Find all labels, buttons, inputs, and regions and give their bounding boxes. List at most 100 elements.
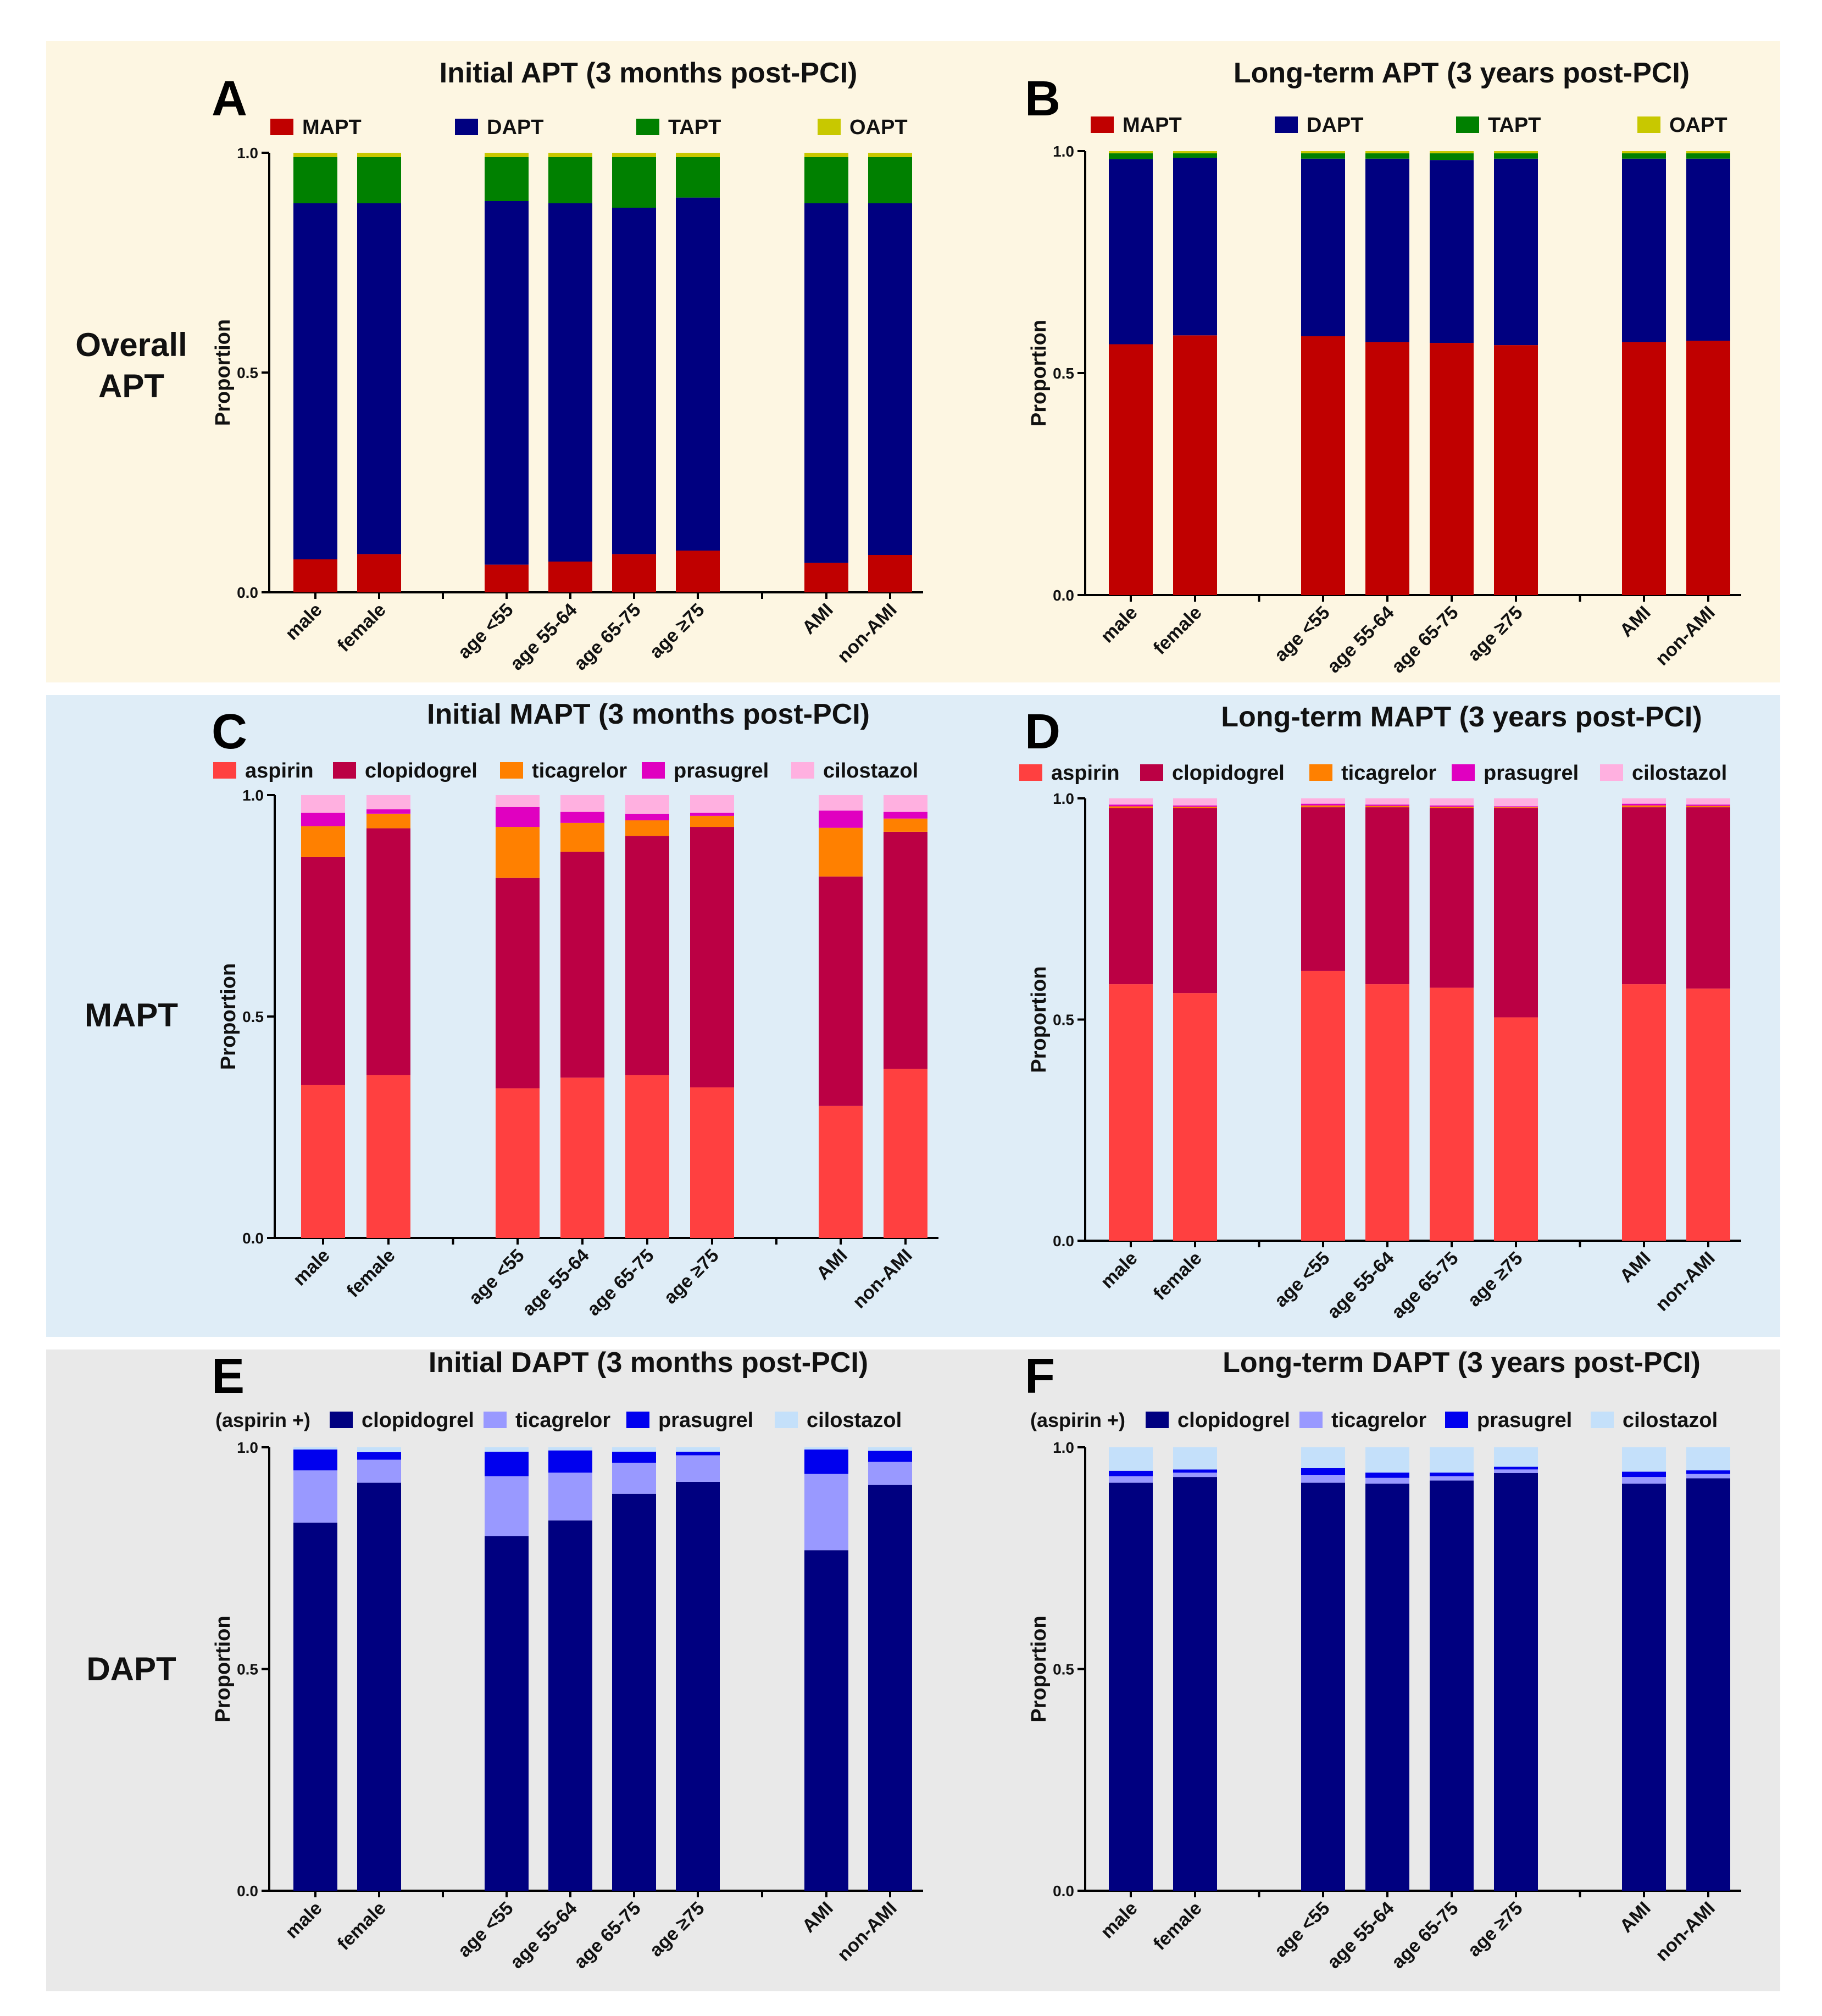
legend-swatch-prasugrel (1445, 1412, 1468, 1428)
x-category-label: age 65-75 (1387, 602, 1462, 677)
y-axis-label: Proportion (217, 963, 240, 1070)
y-tick-label: 0.5 (1053, 1661, 1074, 1678)
x-category-label: age ≥75 (1464, 1248, 1527, 1311)
bar-segment-dapt (1109, 159, 1153, 345)
bar-segment-prasugrel (1365, 804, 1409, 806)
legend-label-mapt: MAPT (1123, 114, 1182, 137)
bar-segment-oapt (804, 153, 848, 157)
bar-segment-cilostazol (357, 1447, 401, 1452)
bar-segment-mapt (357, 554, 401, 592)
bar-segment-mapt (612, 554, 656, 592)
bar-segment-clopidogrel (868, 1485, 912, 1891)
bar-segment-aspirin (1622, 984, 1666, 1241)
bar-segment-ticagrelor (612, 1463, 656, 1494)
bar-segment-oapt (1430, 151, 1474, 154)
bar-segment-mapt (1622, 342, 1666, 595)
bar-segment-clopidogrel (1173, 808, 1217, 993)
bar-segment-cilostazol (1430, 798, 1474, 806)
bar-segment-aspirin (496, 1088, 540, 1238)
x-category-label: male (289, 1245, 334, 1290)
y-tick-label: 0.0 (237, 584, 258, 601)
bar-segment-ticagrelor (496, 827, 540, 878)
x-category-label: female (1149, 1898, 1206, 1954)
bar-segment-aspirin (625, 1075, 669, 1238)
legend-swatch-ticagrelor (1299, 1412, 1323, 1428)
x-category-label: female (334, 1898, 390, 1954)
bar-segment-tapt (1365, 153, 1409, 159)
bar-segment-cilostazol (1430, 1447, 1474, 1473)
x-category-label: non-AMI (1652, 602, 1719, 670)
y-tick-label: 1.0 (1053, 790, 1074, 807)
chart-title: Initial APT (3 months post-PCI) (440, 57, 858, 89)
bar-segment-prasugrel (1109, 804, 1153, 807)
legend-label-dapt: DAPT (487, 116, 543, 139)
bar-segment-ticagrelor (1622, 805, 1666, 808)
bar-segment-tapt (1173, 153, 1217, 158)
bar-segment-dapt (1365, 158, 1409, 342)
bar-segment-prasugrel (1301, 803, 1345, 806)
x-category-label: age ≥75 (1464, 1898, 1527, 1961)
bar-segment-ticagrelor (1686, 806, 1730, 808)
bar-segment-oapt (1109, 151, 1153, 154)
legend-label-tapt: TAPT (1488, 114, 1541, 137)
x-category-label: female (343, 1245, 399, 1302)
bar-segment-ticagrelor (1173, 1472, 1217, 1478)
bar-segment-cilostazol (804, 1447, 848, 1450)
bar-segment-dapt (804, 203, 848, 563)
x-category-label: AMI (798, 1898, 837, 1937)
bar-segment-cilostazol (496, 795, 540, 807)
bar-segment-dapt (676, 197, 720, 551)
bar-segment-oapt (1686, 151, 1730, 154)
bar-segment-prasugrel (1622, 803, 1666, 806)
y-tick-label: 0.0 (1053, 587, 1074, 604)
bar-segment-prasugrel (485, 1452, 529, 1476)
x-category-label: AMI (798, 599, 837, 638)
bar-segment-mapt (1365, 342, 1409, 595)
legend-label-cilostazol: cilostazol (1623, 1409, 1718, 1432)
bar-segment-cilostazol (625, 795, 669, 814)
bar-segment-cilostazol (690, 795, 734, 813)
y-tick-label: 0.0 (1053, 1232, 1074, 1249)
x-category-label: non-AMI (834, 599, 901, 667)
y-axis-label: Proportion (1027, 1615, 1051, 1722)
bar-segment-clopidogrel (690, 827, 734, 1087)
bar-segment-mapt (1301, 336, 1345, 595)
legend-label-cilostazol: cilostazol (807, 1409, 902, 1432)
bar-segment-clopidogrel (1622, 1484, 1666, 1891)
x-category-label: female (334, 599, 390, 656)
x-category-label: age 65-75 (570, 1898, 645, 1973)
y-axis-label: Proportion (1027, 320, 1051, 426)
bar-segment-dapt (293, 203, 337, 559)
x-category-label: non-AMI (1652, 1248, 1719, 1315)
bar-segment-aspirin (1430, 987, 1474, 1241)
bar-segment-mapt (1109, 344, 1153, 595)
panel-letter-c: C (212, 704, 247, 759)
bar-segment-oapt (612, 153, 656, 157)
bar-segment-aspirin (884, 1069, 927, 1238)
x-category-label: male (1097, 1248, 1142, 1293)
bar-segment-clopidogrel (612, 1493, 656, 1891)
bar-segment-mapt (1686, 341, 1730, 595)
bar-segment-clopidogrel (1301, 1482, 1345, 1891)
x-category-label: age <55 (1270, 1248, 1334, 1312)
bar-segment-cilostazol (560, 795, 604, 812)
y-tick-label: 0.5 (242, 1008, 264, 1025)
bar-segment-prasugrel (625, 813, 669, 820)
legend-swatch-mapt (270, 119, 293, 135)
y-tick-label: 1.0 (237, 1439, 258, 1456)
bar-segment-prasugrel (1686, 804, 1730, 806)
bar-segment-ticagrelor (868, 1462, 912, 1485)
bar-segment-ticagrelor (625, 820, 669, 836)
bar-segment-prasugrel (366, 809, 410, 814)
y-tick-label: 1.0 (237, 145, 258, 162)
bar-segment-ticagrelor (819, 827, 863, 877)
legend-swatch-oapt (1637, 116, 1660, 133)
bar-segment-aspirin (819, 1106, 863, 1238)
bar-segment-prasugrel (548, 1450, 592, 1473)
legend-label-ticagrelor: ticagrelor (515, 1409, 610, 1432)
bar-segment-ticagrelor (301, 826, 345, 857)
bar-segment-ticagrelor (884, 818, 927, 832)
y-tick-label: 1.0 (1053, 1439, 1074, 1456)
bar-segment-mapt (1430, 343, 1474, 595)
legend-label-clopidogrel: clopidogrel (365, 759, 477, 782)
